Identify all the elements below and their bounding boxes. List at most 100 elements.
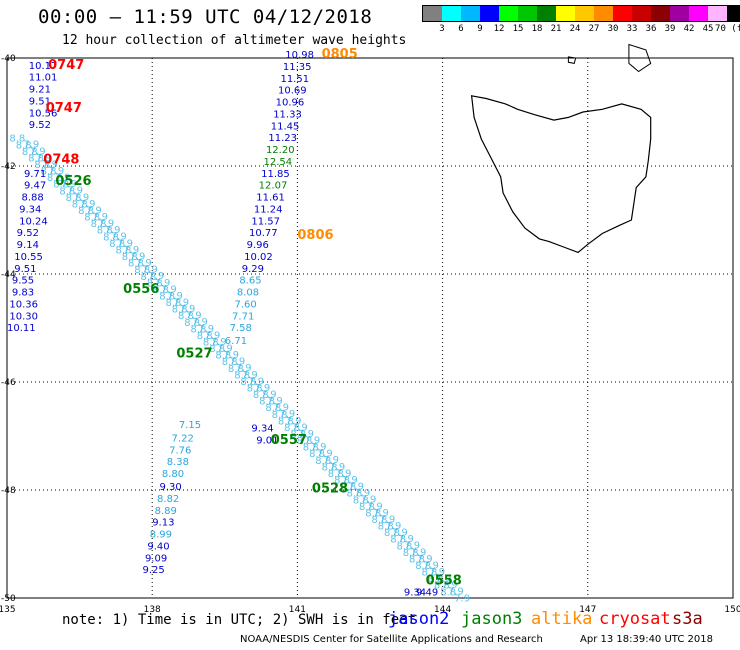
pass-time-label: 0806 <box>297 228 333 243</box>
swh-track-glyph: 8.8 <box>347 489 363 500</box>
swh-value-label: 9.40 <box>147 541 169 552</box>
swh-track-glyph: 7.9 <box>123 245 139 256</box>
island-coastline <box>567 56 577 64</box>
swh-value-label: 9.49 <box>416 587 438 598</box>
pass-time-label: 0747 <box>48 58 84 73</box>
swh-track-glyph: 7.9 <box>211 337 227 348</box>
swh-track-glyph: 8.8 <box>390 535 406 546</box>
swh-track-glyph: 8.8 <box>384 528 400 539</box>
color-scale-cell <box>575 6 594 21</box>
swh-track-glyph: 8.8 <box>365 508 381 519</box>
swh-track-glyph: 7.9 <box>105 225 121 236</box>
swh-track-glyph: 7.9 <box>236 363 252 374</box>
swh-track-glyph: 8.8 <box>209 344 225 355</box>
color-scale-label: 39 <box>664 24 676 34</box>
swh-value-label: 10.96 <box>276 98 305 109</box>
swh-value-label: 9.52 <box>17 228 39 239</box>
swh-track-glyph: 8.8 <box>191 324 207 335</box>
swh-track-glyph: 7.9 <box>454 593 470 604</box>
lat-tick-label: -50 <box>1 594 16 604</box>
swh-track-glyph: 8.8 <box>147 278 163 289</box>
swh-value-label: 9.14 <box>17 240 39 251</box>
swh-track-glyph: 8.8 <box>28 153 44 164</box>
swh-value-label: 10.30 <box>9 311 38 322</box>
swh-track-glyph: 8.8 <box>297 436 313 447</box>
swh-track-glyph: 8.8 <box>66 193 82 204</box>
lon-tick-label: 141 <box>289 605 306 615</box>
swh-track-glyph: 8.8 <box>378 522 394 533</box>
swh-track-glyph: 7.9 <box>61 179 77 190</box>
swh-track-glyph: 7.9 <box>323 455 339 466</box>
pass-time-label: 0526 <box>55 174 91 189</box>
swh-track-glyph: 8.8 <box>228 364 244 375</box>
swh-track-glyph: 7.9 <box>354 488 370 499</box>
swh-track-glyph: 8.8 <box>203 338 219 349</box>
swh-value-label: 9.47 <box>24 181 46 192</box>
swh-track-glyph: 7.9 <box>180 304 196 315</box>
swh-value-label: 9.34 <box>251 424 273 435</box>
swh-track-glyph: 8.8 <box>259 397 275 408</box>
swh-track-glyph: 8.8 <box>172 305 188 316</box>
color-scale-cell <box>461 6 480 21</box>
color-scale-label: 12 <box>493 24 505 34</box>
swh-track-glyph: 7.9 <box>92 212 108 223</box>
swh-track-glyph: 8.8 <box>359 502 375 513</box>
swh-value-label: 11.24 <box>254 204 283 215</box>
swh-track-glyph: 8.8 <box>72 199 88 210</box>
color-scale-label: 33 <box>626 24 638 34</box>
swh-track-glyph: 8.8 <box>16 140 32 151</box>
swh-track-glyph: 8.8 <box>53 180 69 191</box>
swh-track-glyph: 8.8 <box>215 351 231 362</box>
color-scale-cell <box>423 6 442 21</box>
swh-track-glyph: 8.8 <box>240 377 256 388</box>
legend-s3a: s3a <box>672 609 703 629</box>
swh-value-label: 9.55 <box>12 276 34 287</box>
swh-value-label: 11.33 <box>273 109 302 120</box>
swh-track-glyph: 7.9 <box>36 153 52 164</box>
swh-track-glyph: 7.9 <box>286 416 302 427</box>
swh-track-glyph: 7.9 <box>342 475 358 486</box>
swh-value-label: 9.34 <box>19 204 41 215</box>
color-scale-label: 9 <box>477 24 483 34</box>
swh-value-label: 9.96 <box>247 240 269 251</box>
swh-value-label: 9.71 <box>24 169 46 180</box>
swh-track-glyph: 8.8 <box>328 469 344 480</box>
lon-tick-label: 150 <box>724 605 740 615</box>
swh-track-glyph: 7.9 <box>42 159 58 170</box>
swh-value-label: 6.71 <box>225 336 247 347</box>
swh-value-label: 10.56 <box>29 108 58 119</box>
swh-value-label: 9.51 <box>29 96 51 107</box>
swh-value-label: 8.80 <box>162 469 184 480</box>
swh-track-glyph: 7.9 <box>279 409 295 420</box>
swh-track-glyph: 7.9 <box>373 508 389 519</box>
color-scale-cell <box>689 6 708 21</box>
swh-track-glyph: 8.8 <box>284 423 300 434</box>
swh-value-label: 10.77 <box>249 228 278 239</box>
swh-track-glyph: 7.9 <box>111 232 127 243</box>
lon-tick-label: 144 <box>434 605 451 615</box>
swh-track-glyph: 8.8 <box>272 410 288 421</box>
color-scale-label: 3 <box>439 24 445 34</box>
swh-track-glyph: 8.8 <box>234 370 250 381</box>
swh-track-glyph: 8.8 <box>303 443 319 454</box>
swh-value-label: 8.82 <box>157 494 179 505</box>
swh-value-label: 7.58 <box>230 323 252 334</box>
swh-value-label: 11.61 <box>256 193 285 204</box>
legend-jason3: jason3 <box>461 609 523 629</box>
swh-track-glyph: 7.9 <box>205 330 221 341</box>
swh-track-glyph: 7.9 <box>261 390 277 401</box>
swh-track-glyph: 8.8 <box>59 186 75 197</box>
swh-value-label: 9.21 <box>29 85 51 96</box>
swh-track-glyph: 8.8 <box>197 331 213 342</box>
swh-track-glyph: 7.9 <box>429 567 445 578</box>
color-scale-cell <box>651 6 670 21</box>
swh-track-glyph: 8.8 <box>34 160 50 171</box>
swh-track-glyph: 7.9 <box>311 442 327 453</box>
swh-track-glyph: 8.8 <box>415 561 431 572</box>
swh-value-label: 7.60 <box>234 299 256 310</box>
swh-value-label: 7.76 <box>169 445 191 456</box>
color-scale-cell <box>727 6 740 21</box>
swh-track-glyph: 7.9 <box>298 429 314 440</box>
swh-track-glyph: 7.9 <box>173 298 189 309</box>
